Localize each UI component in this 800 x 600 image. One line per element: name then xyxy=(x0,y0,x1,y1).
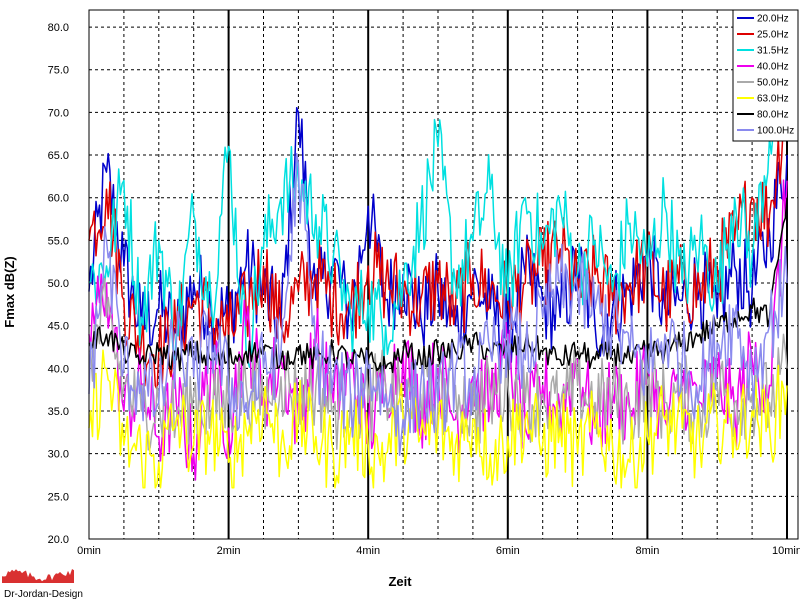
logo-text: Dr-Jordan-Design xyxy=(4,589,83,600)
plot-frame xyxy=(88,9,799,540)
y-tick-label: 25.0 xyxy=(48,491,69,503)
legend-label-50.0Hz: 50.0Hz xyxy=(757,78,789,89)
x-tick-label: 8min xyxy=(635,545,659,557)
y-tick-label: 80.0 xyxy=(48,22,69,34)
x-tick-label: 10min xyxy=(772,545,800,557)
legend-label-63.0Hz: 63.0Hz xyxy=(757,94,789,105)
y-tick-label: 20.0 xyxy=(48,534,69,546)
series-line-100.0Hz xyxy=(88,152,788,456)
legend-label-20.0Hz: 20.0Hz xyxy=(757,14,789,25)
logo-waveform-icon xyxy=(2,569,74,583)
legend-label-100.0Hz: 100.0Hz xyxy=(757,126,794,137)
series-line-63.0Hz xyxy=(88,349,788,489)
y-tick-label: 45.0 xyxy=(48,321,69,333)
series-line-40.0Hz xyxy=(88,179,788,481)
legend-box xyxy=(732,9,799,142)
x-tick-label: 2min xyxy=(217,545,241,557)
legend-label-25.0Hz: 25.0Hz xyxy=(757,30,789,41)
x-axis-label: Zeit xyxy=(388,574,412,589)
series-layer xyxy=(88,41,788,489)
y-tick-label: 75.0 xyxy=(48,65,69,77)
y-tick-label: 50.0 xyxy=(48,278,69,290)
y-tick-label: 30.0 xyxy=(48,449,69,461)
x-tick-label: 4min xyxy=(356,545,380,557)
y-tick-label: 60.0 xyxy=(48,193,69,205)
x-tick-labels: 0min 2min 4min 6min 8min 10min xyxy=(77,545,800,557)
y-tick-label: 70.0 xyxy=(48,107,69,119)
y-tick-label: 35.0 xyxy=(48,406,69,418)
legend-label-80.0Hz: 80.0Hz xyxy=(757,110,789,121)
series-line-31.5Hz xyxy=(88,41,788,368)
y-tick-label: 55.0 xyxy=(48,235,69,247)
x-tick-label: 6min xyxy=(496,545,520,557)
legend: 20.0Hz 25.0Hz 31.5Hz 40.0Hz 50.0Hz 63.0Hz 80.0… xyxy=(732,9,799,142)
y-tick-label: 40.0 xyxy=(48,363,69,375)
legend-label-31.5Hz: 31.5Hz xyxy=(757,46,789,57)
y-axis-label: Fmax dB(Z) xyxy=(2,256,17,328)
legend-label-40.0Hz: 40.0Hz xyxy=(757,62,789,73)
y-tick-label: 65.0 xyxy=(48,150,69,162)
logo: Dr-Jordan-Design xyxy=(2,569,83,600)
series-line-80.0Hz xyxy=(88,197,788,380)
x-tick-label: 0min xyxy=(77,545,101,557)
y-tick-labels: 20.0 25.0 30.0 35.0 40.0 45.0 50.0 55.0 60.0 65.0… xyxy=(48,22,69,546)
